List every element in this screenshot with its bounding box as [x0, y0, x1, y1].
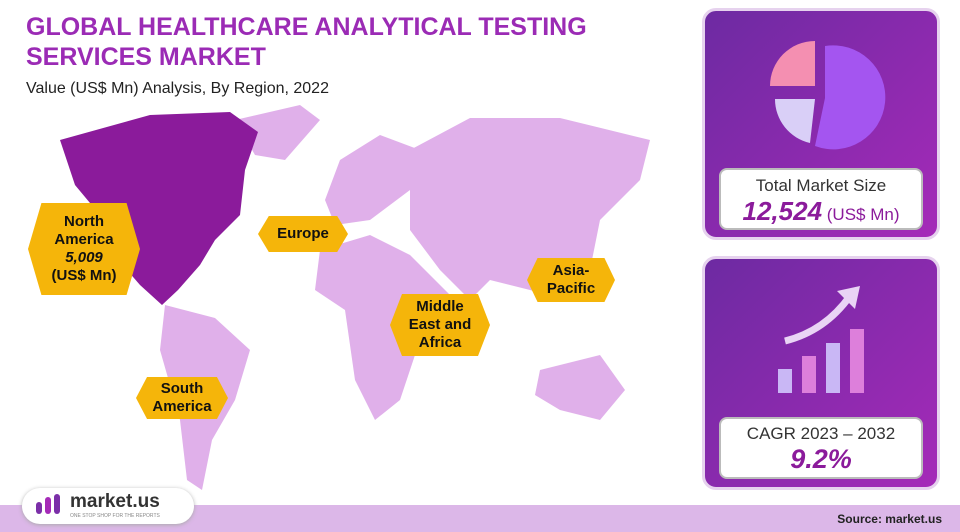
europe	[325, 135, 420, 225]
total-value: 12,524	[742, 196, 823, 226]
icon-bar	[802, 356, 816, 393]
cagr-value: 9.2%	[790, 444, 852, 474]
region-name: Middle East and Africa	[408, 298, 472, 351]
region-label: South America	[136, 377, 228, 419]
region-name: Asia-Pacific	[546, 262, 596, 297]
australia	[535, 355, 625, 420]
cagr-label: CAGR 2023 – 2032	[746, 424, 896, 443]
arrow-head	[837, 286, 860, 309]
logo-tagline: ONE STOP SHOP FOR THE REPORTS	[70, 513, 160, 519]
logo-icon	[36, 494, 60, 514]
region-name: South America	[152, 380, 212, 415]
total-panel: Total Market Size 12,524 (US$ Mn)	[702, 8, 940, 240]
title: GLOBAL HEALTHCARE ANALYTICAL TESTING SER…	[26, 13, 587, 71]
africa	[315, 235, 455, 420]
region-label: North America 5,009 (US$ Mn)	[28, 203, 140, 295]
world-map	[60, 105, 650, 490]
north-america	[60, 112, 258, 305]
cagr-box: CAGR 2023 – 2032 9.2%	[719, 417, 923, 479]
region-label: Europe	[258, 216, 348, 252]
region-label: Middle East and Africa	[390, 294, 490, 356]
greenland	[235, 105, 320, 160]
icon-bar	[850, 329, 864, 393]
source: Source: market.us	[837, 512, 942, 526]
cagr-panel: CAGR 2023 – 2032 9.2%	[702, 256, 940, 490]
asia	[410, 118, 650, 300]
region-name: Europe	[277, 225, 329, 242]
arrow	[784, 293, 853, 345]
icon-bar	[826, 343, 840, 393]
pie-slice	[774, 99, 815, 143]
pie-icon	[770, 41, 886, 150]
total-label: Total Market Size	[755, 176, 887, 195]
logo: market.us ONE STOP SHOP FOR THE REPORTS	[22, 488, 194, 524]
region-unit: (US$ Mn)	[51, 267, 117, 284]
pie-slice	[815, 45, 886, 150]
region-name: North America	[54, 213, 114, 248]
total-box: Total Market Size 12,524 (US$ Mn)	[719, 168, 923, 230]
region-value: 5,009	[65, 249, 103, 266]
icon-bar	[778, 369, 792, 393]
region-label: Asia-Pacific	[527, 258, 615, 302]
growth-icon	[778, 286, 864, 393]
pie-slice	[770, 41, 815, 86]
subtitle: Value (US$ Mn) Analysis, By Region, 2022	[26, 80, 329, 97]
total-unit: (US$ Mn)	[826, 205, 900, 224]
logo-text: market.us	[70, 491, 160, 512]
footer-bar: Source: market.us	[0, 505, 960, 532]
